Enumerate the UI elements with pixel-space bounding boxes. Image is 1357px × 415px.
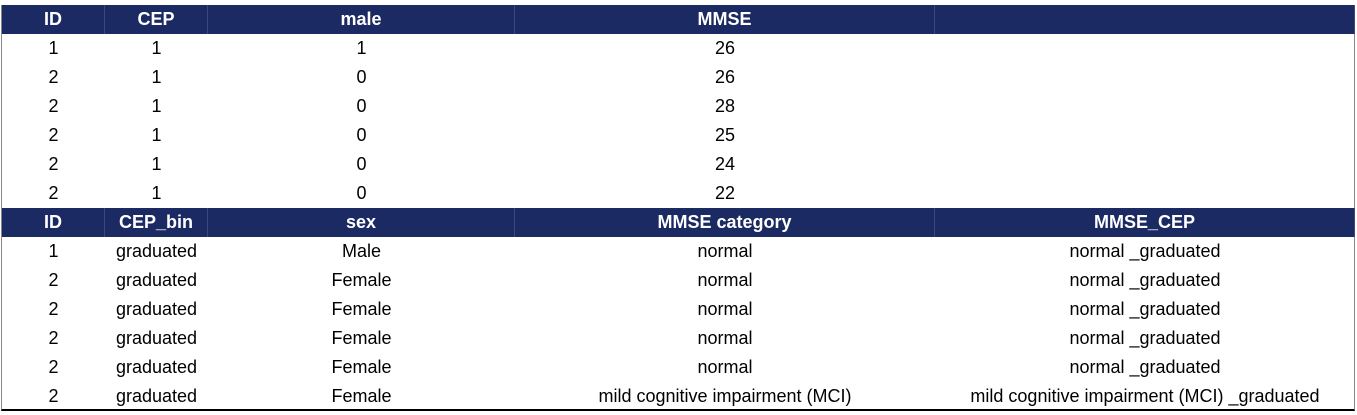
table-cell: 2 <box>48 299 59 319</box>
table-cell <box>935 150 1355 179</box>
table-cell: 2 <box>48 270 59 290</box>
table-cell: normal _graduated <box>1069 241 1221 261</box>
table-cell: normal <box>697 241 753 261</box>
table-cell: 2 <box>48 125 59 145</box>
table-cell: mild cognitive impairment (MCI) _graduat… <box>970 386 1320 406</box>
data-row: 2 graduated Female normal normal _graduated <box>2 324 1355 353</box>
table-cell: 1 <box>151 154 162 174</box>
table-cell: graduated <box>115 328 198 348</box>
table-cell: 1 <box>48 241 59 261</box>
table-cell: 2 <box>48 328 59 348</box>
header-cell: ID <box>2 5 105 34</box>
data-row: 2 graduated Female normal normal _graduated <box>2 353 1355 382</box>
data-row: 2 graduated Female mild cognitive impairmen… <box>2 382 1355 411</box>
table-cell: 0 <box>356 96 367 116</box>
table-cell: 0 <box>356 183 367 203</box>
header-cell: MMSE_CEP <box>935 208 1355 237</box>
table-cell: graduated <box>115 357 198 377</box>
table-cell <box>935 92 1355 121</box>
table-cell <box>935 63 1355 92</box>
table-cell: 22 <box>714 183 736 203</box>
table-cell: normal <box>697 270 753 290</box>
table-cell: 1 <box>151 67 162 87</box>
data-row: 1 1 1 26 <box>2 34 1355 63</box>
table-cell: normal <box>697 299 753 319</box>
table-cell: normal _graduated <box>1069 357 1221 377</box>
data-row: 2 1 0 22 <box>2 179 1355 208</box>
table-cell: 0 <box>356 125 367 145</box>
table-cell <box>935 34 1355 63</box>
table-cell: Female <box>331 328 392 348</box>
table-cell: 1 <box>151 183 162 203</box>
table-cell: 1 <box>151 125 162 145</box>
table-cell: normal _graduated <box>1069 328 1221 348</box>
data-row: 2 graduated Female normal normal _graduated <box>2 266 1355 295</box>
header-cell: MMSE category <box>515 208 935 237</box>
table-cell: 2 <box>48 357 59 377</box>
table-cell <box>935 179 1355 208</box>
data-row: 2 1 0 25 <box>2 121 1355 150</box>
table-cell: 1 <box>151 96 162 116</box>
table-cell: Female <box>331 357 392 377</box>
table-cell: 26 <box>714 67 736 87</box>
table-cell: 2 <box>48 183 59 203</box>
table-cell: 2 <box>48 386 59 406</box>
header-row: ID CEP male MMSE <box>2 5 1355 34</box>
table-cell: 0 <box>356 67 367 87</box>
table-cell: 25 <box>714 125 736 145</box>
table-cell: graduated <box>115 270 198 290</box>
table-cell: 1 <box>48 38 59 58</box>
table-cell: normal <box>697 357 753 377</box>
data-row: 2 1 0 28 <box>2 92 1355 121</box>
table-cell: 2 <box>48 67 59 87</box>
table-cell: 26 <box>714 38 736 58</box>
table-cell: normal _graduated <box>1069 270 1221 290</box>
table-cell: 0 <box>356 154 367 174</box>
table-cell: graduated <box>115 241 198 261</box>
header-cell: MMSE <box>515 5 935 34</box>
table-cell: mild cognitive impairment (MCI) <box>598 386 852 406</box>
table-cell <box>935 121 1355 150</box>
table-cell: 28 <box>714 96 736 116</box>
table-cell: Female <box>331 386 392 406</box>
header-cell: sex <box>208 208 515 237</box>
data-row: 2 graduated Female normal normal _graduated <box>2 295 1355 324</box>
table-cell: 1 <box>151 38 162 58</box>
table-cell: normal _graduated <box>1069 299 1221 319</box>
data-row: 2 1 0 26 <box>2 63 1355 92</box>
table-cell: 24 <box>714 154 736 174</box>
table-cell: graduated <box>115 386 198 406</box>
table-cell: 1 <box>356 38 367 58</box>
header-cell: male <box>208 5 515 34</box>
table-cell: 2 <box>48 154 59 174</box>
table-cell: Female <box>331 270 392 290</box>
table-cell: graduated <box>115 299 198 319</box>
header-cell: CEP_bin <box>105 208 208 237</box>
header-cell: CEP <box>105 5 208 34</box>
table-cell: normal <box>697 328 753 348</box>
data-row: 1 graduated Male normal normal _graduated <box>2 237 1355 266</box>
table-cell: 2 <box>48 96 59 116</box>
table-cell: Male <box>341 241 381 261</box>
header-row: ID CEP_bin sex MMSE category MMSE_CEP <box>2 208 1355 237</box>
table-cell: Female <box>331 299 392 319</box>
data-row: 2 1 0 24 <box>2 150 1355 179</box>
header-cell <box>935 5 1355 34</box>
header-cell: ID <box>2 208 105 237</box>
